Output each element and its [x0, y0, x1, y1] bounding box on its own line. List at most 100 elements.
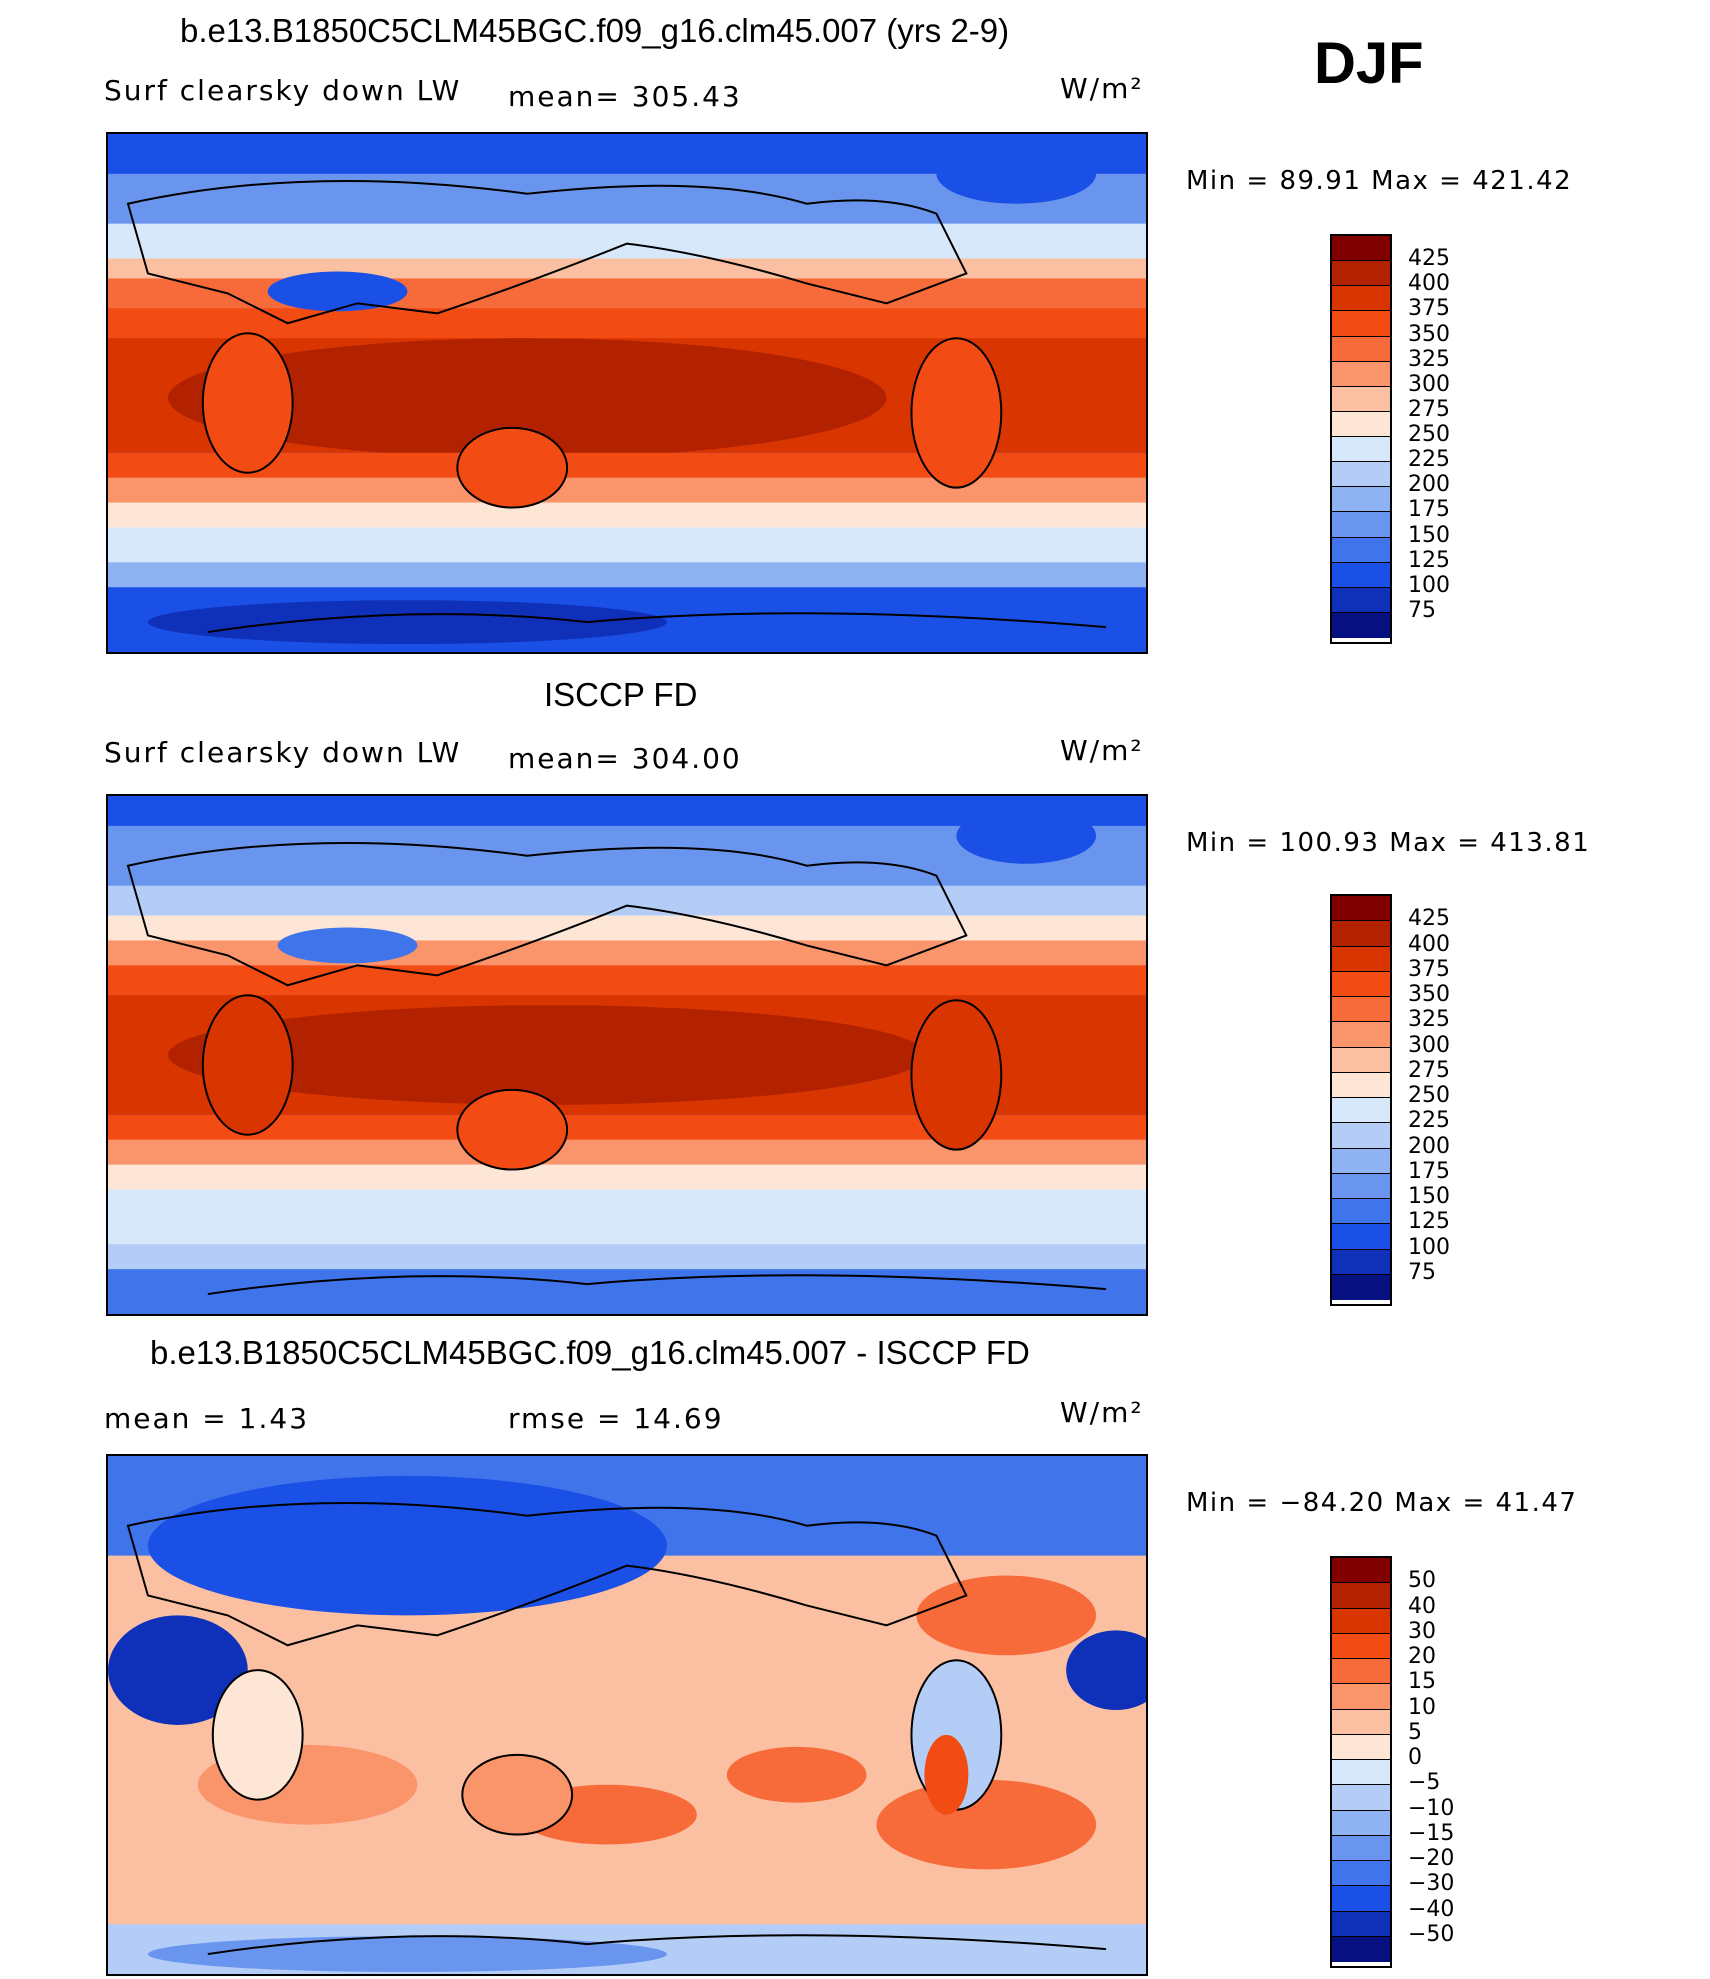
colorbar-cell	[1332, 1224, 1390, 1250]
colorbar-cell	[1332, 286, 1390, 312]
colorbar-cell	[1332, 361, 1390, 387]
colorbar-cell	[1332, 612, 1390, 638]
colorbar-tick-label: 225	[1408, 1108, 1450, 1134]
panel-3-minmax: Min = −84.20 Max = 41.47	[1186, 1488, 1578, 1518]
colorbar-tick-label: 30	[1408, 1618, 1436, 1644]
colorbar-cell	[1332, 1022, 1390, 1048]
colorbar-tick-label: 425	[1408, 246, 1450, 272]
panel-1-mean: mean= 305.43	[508, 80, 742, 113]
colorbar-tick-label: 175	[1408, 1158, 1450, 1184]
colorbar-cell	[1332, 437, 1390, 463]
colorbar-tick-label: 0	[1408, 1745, 1422, 1770]
colorbar-cell	[1332, 1886, 1390, 1912]
colorbar-tick-label: 275	[1408, 396, 1450, 422]
colorbar-tick-label: 125	[1408, 547, 1450, 573]
colorbar-tick-label: 250	[1408, 1083, 1450, 1108]
colorbar-tick-label: 175	[1408, 497, 1450, 523]
colorbar-tick-label: 100	[1408, 1234, 1450, 1260]
colorbar-tick-label: −10	[1408, 1795, 1455, 1821]
colorbar-tick-label: −40	[1408, 1896, 1455, 1922]
colorbar-tick-label: 400	[1408, 931, 1450, 957]
colorbar-cell	[1332, 537, 1390, 563]
colorbar-cell	[1332, 1098, 1390, 1124]
colorbar-tick-label: 350	[1408, 321, 1450, 347]
colorbar-tick-label: 375	[1408, 956, 1450, 982]
colorbar-cell	[1332, 1249, 1390, 1275]
colorbar-tick-label: 250	[1408, 422, 1450, 447]
colorbar-cell	[1332, 1835, 1390, 1861]
panel-1-variable: Surf clearsky down LW	[104, 74, 462, 107]
colorbar-tick-label: 300	[1408, 371, 1450, 397]
colorbar-tick-label: −15	[1408, 1820, 1455, 1846]
panel-2-map	[106, 794, 1148, 1316]
colorbar-tick-label: 425	[1408, 906, 1450, 932]
panel-2-colorbar	[1330, 894, 1392, 1306]
colorbar-cell	[1332, 896, 1390, 922]
panel-2-title: ISCCP FD	[544, 676, 698, 713]
colorbar-cell	[1332, 1785, 1390, 1811]
colorbar-tick-label: 150	[1408, 1184, 1450, 1209]
colorbar-tick-label: 325	[1408, 346, 1450, 372]
colorbar-tick-label: −5	[1408, 1770, 1441, 1796]
colorbar-tick-label: 15	[1408, 1669, 1436, 1695]
colorbar-cell	[1332, 997, 1390, 1023]
colorbar-tick-label: 350	[1408, 982, 1450, 1007]
colorbar-tick-label: 275	[1408, 1057, 1450, 1083]
colorbar-cell	[1332, 1123, 1390, 1149]
colorbar-cell	[1332, 1936, 1390, 1962]
colorbar-tick-label: 225	[1408, 447, 1450, 473]
colorbar-tick-label: −50	[1408, 1921, 1455, 1947]
colorbar-tick-label: 300	[1408, 1032, 1450, 1058]
colorbar-cell	[1332, 921, 1390, 947]
colorbar-cell	[1332, 462, 1390, 488]
colorbar-tick-label: −20	[1408, 1846, 1455, 1871]
colorbar-cell	[1332, 1709, 1390, 1735]
colorbar-cell	[1332, 1047, 1390, 1073]
colorbar-cell	[1332, 1274, 1390, 1300]
colorbar-cell	[1332, 1861, 1390, 1887]
colorbar-tick-label: 20	[1408, 1644, 1436, 1669]
colorbar-tick-label: −30	[1408, 1871, 1455, 1897]
colorbar-cell	[1332, 1072, 1390, 1098]
colorbar-tick-label: 125	[1408, 1209, 1450, 1235]
colorbar-tick-label: 100	[1408, 572, 1450, 598]
colorbar-tick-label: 150	[1408, 522, 1450, 548]
panel-3-mean: mean = 1.43	[104, 1402, 310, 1435]
colorbar-cell	[1332, 386, 1390, 412]
colorbar-tick-label: 75	[1408, 597, 1436, 623]
panel-2-variable: Surf clearsky down LW	[104, 736, 462, 769]
colorbar-tick-label: 50	[1408, 1568, 1436, 1594]
colorbar-cell	[1332, 1148, 1390, 1174]
panel-1-units: W/m²	[1060, 72, 1144, 105]
colorbar-cell	[1332, 1659, 1390, 1685]
colorbar-cell	[1332, 411, 1390, 437]
colorbar-tick-label: 200	[1408, 1133, 1450, 1159]
colorbar-cell	[1332, 1911, 1390, 1937]
colorbar-tick-label: 375	[1408, 296, 1450, 322]
panel-2-minmax: Min = 100.93 Max = 413.81	[1186, 828, 1591, 858]
colorbar-cell	[1332, 1734, 1390, 1760]
panel-3-units: W/m²	[1060, 1396, 1144, 1429]
colorbar-cell	[1332, 971, 1390, 997]
colorbar-cell	[1332, 1173, 1390, 1199]
panel-1-title: b.e13.B1850C5CLM45BGC.f09_g16.clm45.007 …	[180, 12, 1010, 49]
colorbar-cell	[1332, 1558, 1390, 1584]
colorbar-tick-label: 10	[1408, 1694, 1436, 1720]
colorbar-cell	[1332, 562, 1390, 588]
colorbar-cell	[1332, 1199, 1390, 1225]
colorbar-tick-label: 325	[1408, 1007, 1450, 1033]
panel-1-minmax: Min = 89.91 Max = 421.42	[1186, 166, 1573, 196]
colorbar-cell	[1332, 1760, 1390, 1786]
colorbar-cell	[1332, 236, 1390, 262]
colorbar-cell	[1332, 311, 1390, 337]
colorbar-tick-label: 5	[1408, 1719, 1422, 1745]
panel-3-title: b.e13.B1850C5CLM45BGC.f09_g16.clm45.007 …	[150, 1334, 1030, 1371]
colorbar-tick-label: 400	[1408, 271, 1450, 297]
colorbar-cell	[1332, 512, 1390, 538]
panel-1-map	[106, 132, 1148, 654]
colorbar-cell	[1332, 487, 1390, 513]
colorbar-cell	[1332, 1633, 1390, 1659]
colorbar-cell	[1332, 1684, 1390, 1710]
panel-2-units: W/m²	[1060, 734, 1144, 767]
panel-2-mean: mean= 304.00	[508, 742, 742, 775]
